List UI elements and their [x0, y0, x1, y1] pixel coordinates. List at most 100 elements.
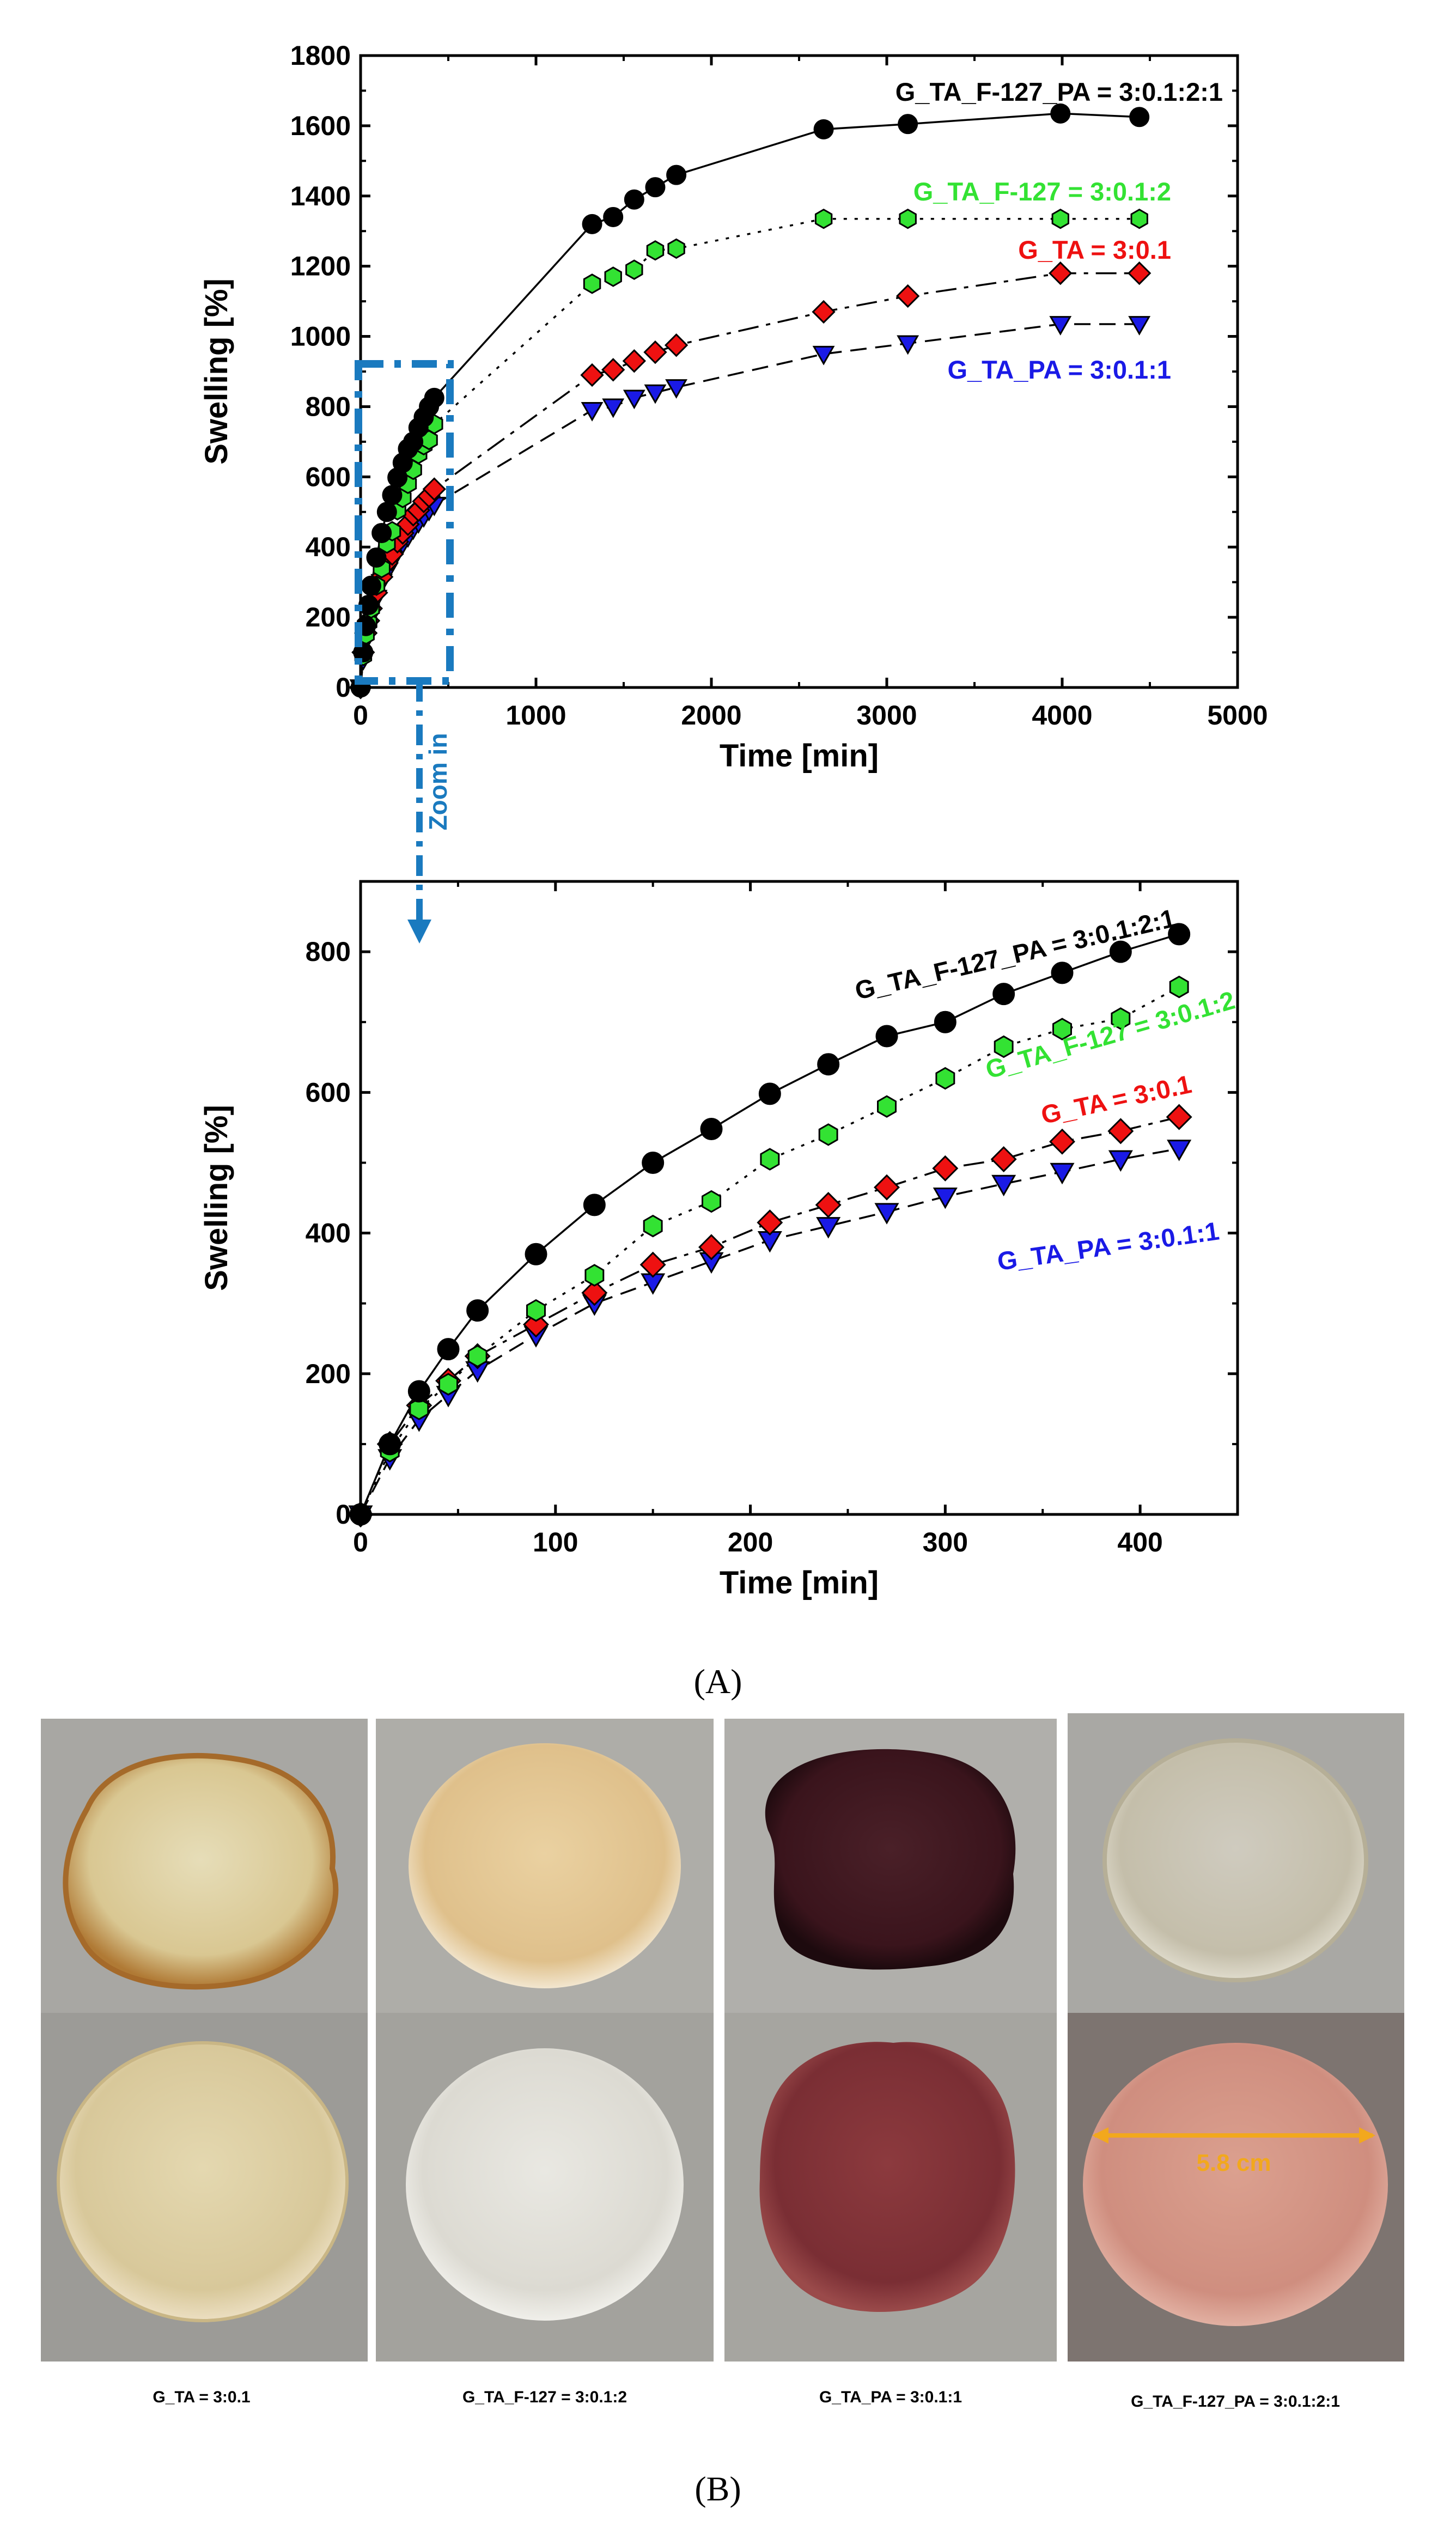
data-point — [583, 1194, 606, 1216]
data-point — [1128, 261, 1152, 285]
data-point — [623, 389, 645, 410]
data-point — [817, 1053, 840, 1076]
data-point — [990, 1146, 1017, 1172]
data-point — [581, 402, 604, 422]
y-tick-label: 1400 — [290, 181, 351, 211]
y-tick-label: 1600 — [290, 111, 351, 141]
data-point — [991, 1174, 1016, 1197]
overview-chart: 0 1000 2000 3000 4000 5000 0 200 400 600 800 1000 12… — [199, 40, 1268, 774]
hydrogel-disk-swollen-3 — [759, 2042, 1015, 2312]
y-tick-label: 1800 — [290, 40, 351, 71]
hydrogel-disk-swollen-4 — [1083, 2043, 1388, 2326]
data-point — [467, 1344, 488, 1368]
panel-a-label: (A) — [694, 1662, 742, 1701]
data-point — [604, 266, 622, 287]
data-point — [1050, 103, 1071, 124]
data-point — [353, 642, 374, 663]
data-point — [584, 1264, 605, 1287]
hydrogel-disk-dry-1 — [63, 1752, 339, 1990]
data-point — [424, 387, 444, 408]
data-point — [642, 1151, 665, 1174]
data-point — [379, 1433, 401, 1456]
data-point — [815, 1191, 842, 1218]
data-point — [1111, 1007, 1131, 1030]
data-point — [639, 1251, 666, 1278]
data-point — [1049, 261, 1073, 285]
data-point — [583, 273, 601, 294]
series-label: G_TA_F-127 = 3:0.1:2 — [982, 985, 1238, 1084]
data-point — [349, 1503, 372, 1526]
data-point — [934, 1011, 957, 1033]
y-tick-label: 1200 — [290, 251, 351, 282]
data-point — [898, 114, 918, 135]
data-point — [601, 358, 625, 382]
photo-caption-2: G_TA_F-127 = 3:0.1:2 — [462, 2388, 627, 2406]
data-point — [758, 1082, 781, 1105]
scale-arrow-right-icon — [1359, 2127, 1375, 2144]
x-tick-label: 0 — [353, 1527, 368, 1557]
data-point — [643, 1214, 663, 1238]
y-tick-label: 400 — [306, 532, 351, 562]
data-point — [664, 333, 689, 357]
zoom-arrow-head-icon — [407, 920, 431, 944]
data-point — [645, 177, 666, 198]
data-point — [409, 1397, 429, 1421]
y-tick-label: 200 — [306, 602, 351, 632]
data-point — [382, 485, 403, 506]
data-point — [526, 1299, 546, 1322]
data-point — [994, 1035, 1014, 1058]
data-point — [667, 238, 685, 259]
y-tick-label: 0 — [336, 672, 351, 703]
y-tick-label: 600 — [306, 461, 351, 492]
y-tick-label: 200 — [306, 1359, 351, 1389]
zoom-in-label: Zoom in — [424, 733, 452, 831]
data-point — [1051, 961, 1074, 984]
x-tick-label: 1000 — [505, 700, 566, 731]
data-point — [757, 1209, 783, 1236]
x-tick-label: 400 — [1117, 1527, 1162, 1557]
scale-arrow-left-icon — [1092, 2127, 1108, 2144]
hydrogel-disk-dry-3 — [765, 1749, 1016, 1970]
data-point — [935, 1067, 955, 1090]
data-point — [932, 1155, 959, 1182]
data-point — [1050, 1163, 1075, 1185]
data-point — [897, 335, 919, 355]
data-point — [877, 1095, 897, 1118]
data-point — [371, 522, 392, 543]
data-point — [1168, 923, 1191, 946]
data-point — [646, 240, 665, 261]
photo-caption-3: G_TA_PA = 3:0.1:1 — [819, 2388, 962, 2406]
data-point — [1130, 208, 1148, 229]
data-point — [622, 349, 646, 373]
series-label: G_TA_PA = 3:0.1:1 — [995, 1216, 1221, 1276]
data-point — [1049, 1128, 1075, 1155]
series-line — [360, 217, 1140, 688]
data-point — [874, 1174, 900, 1201]
zoom-region-box — [355, 360, 454, 685]
series-label: G_TA_PA = 3:0.1:1 — [947, 355, 1171, 384]
hydrogel-disk-dry-2 — [409, 1743, 681, 1988]
x-tick-label: 4000 — [1032, 700, 1092, 731]
data-point — [437, 1338, 460, 1361]
data-point — [1167, 1140, 1192, 1161]
photo-caption-4: G_TA_F-127_PA = 3:0.1:2:1 — [1131, 2393, 1340, 2411]
data-point — [702, 1190, 721, 1213]
data-point — [760, 1148, 780, 1171]
data-point — [376, 502, 397, 522]
photo-grid: 5.8 cm — [41, 1713, 1404, 2362]
data-point — [438, 1373, 458, 1396]
data-point — [698, 1234, 724, 1261]
data-point — [581, 1280, 608, 1306]
x-axis-title: Time [min] — [720, 1565, 879, 1600]
y-tick-label: 400 — [306, 1218, 351, 1249]
data-point — [899, 208, 917, 229]
x-tick-label: 300 — [923, 1527, 968, 1557]
data-point — [1108, 1150, 1133, 1172]
data-point — [1166, 1104, 1192, 1130]
series-line — [360, 1147, 1180, 1515]
hydrogel-disk-swollen-2 — [406, 2048, 684, 2321]
y-tick-label: 1000 — [290, 321, 351, 352]
data-point — [895, 284, 920, 308]
